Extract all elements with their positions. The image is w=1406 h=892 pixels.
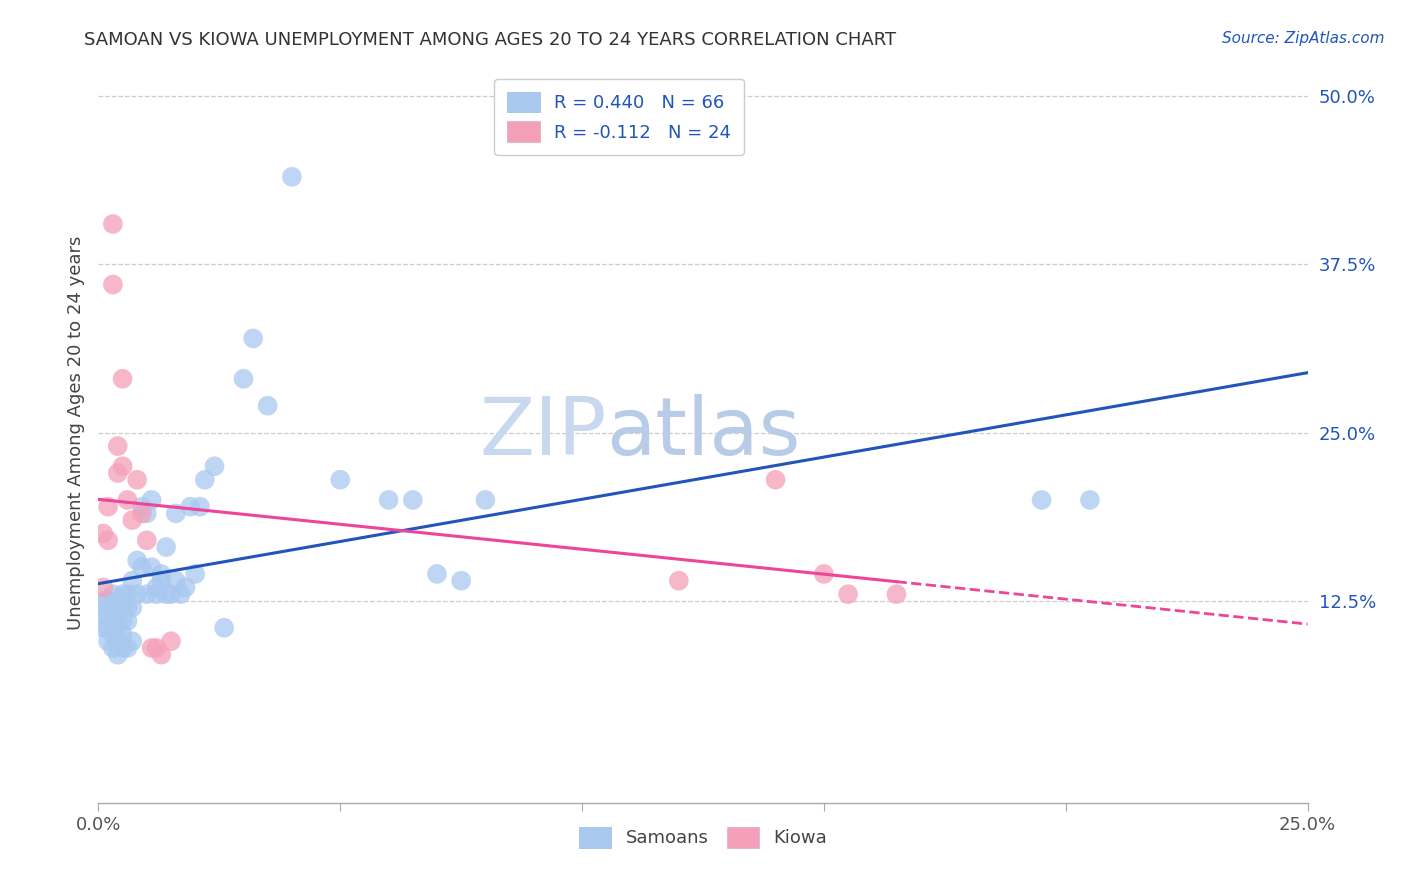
Point	[117, 640, 139, 655]
Point	[150, 648, 173, 662]
Point	[450, 574, 472, 588]
Point	[121, 574, 143, 588]
Point	[91, 581, 114, 595]
Point	[169, 587, 191, 601]
Point	[101, 600, 124, 615]
Point	[377, 492, 399, 507]
Point	[426, 566, 449, 581]
Point	[107, 634, 129, 648]
Point	[111, 587, 134, 601]
Text: ZIP: ZIP	[479, 393, 606, 472]
Point	[145, 581, 167, 595]
Point	[145, 640, 167, 655]
Text: SAMOAN VS KIOWA UNEMPLOYMENT AMONG AGES 20 TO 24 YEARS CORRELATION CHART: SAMOAN VS KIOWA UNEMPLOYMENT AMONG AGES …	[84, 31, 897, 49]
Point	[155, 587, 177, 601]
Point	[127, 473, 149, 487]
Point	[141, 492, 163, 507]
Point	[150, 574, 173, 588]
Point	[111, 614, 134, 628]
Text: atlas: atlas	[606, 393, 800, 472]
Point	[145, 587, 167, 601]
Point	[97, 621, 120, 635]
Point	[111, 459, 134, 474]
Point	[837, 587, 859, 601]
Point	[101, 277, 124, 292]
Point	[91, 526, 114, 541]
Text: Source: ZipAtlas.com: Source: ZipAtlas.com	[1222, 31, 1385, 46]
Point	[131, 500, 153, 514]
Point	[281, 169, 304, 184]
Point	[107, 594, 129, 608]
Point	[107, 466, 129, 480]
Point	[117, 587, 139, 601]
Point	[97, 533, 120, 548]
Point	[107, 607, 129, 622]
Point	[131, 507, 153, 521]
Point	[765, 473, 787, 487]
Point	[127, 587, 149, 601]
Point	[194, 473, 217, 487]
Point	[97, 634, 120, 648]
Point	[141, 640, 163, 655]
Point	[188, 500, 211, 514]
Point	[91, 621, 114, 635]
Point	[813, 566, 835, 581]
Point	[101, 640, 124, 655]
Point	[474, 492, 496, 507]
Point	[91, 607, 114, 622]
Point	[886, 587, 908, 601]
Point	[165, 507, 187, 521]
Point	[135, 533, 157, 548]
Point	[174, 581, 197, 595]
Point	[97, 607, 120, 622]
Legend: Samoans, Kiowa: Samoans, Kiowa	[567, 814, 839, 861]
Point	[111, 372, 134, 386]
Point	[160, 634, 183, 648]
Point	[1031, 492, 1053, 507]
Point	[131, 560, 153, 574]
Point	[135, 587, 157, 601]
Y-axis label: Unemployment Among Ages 20 to 24 years: Unemployment Among Ages 20 to 24 years	[66, 235, 84, 630]
Point	[101, 217, 124, 231]
Point	[212, 621, 235, 635]
Point	[121, 513, 143, 527]
Point	[668, 574, 690, 588]
Point	[121, 600, 143, 615]
Point	[256, 399, 278, 413]
Point	[141, 560, 163, 574]
Point	[184, 566, 207, 581]
Point	[117, 600, 139, 615]
Point	[117, 614, 139, 628]
Point	[111, 627, 134, 641]
Point	[121, 634, 143, 648]
Point	[117, 492, 139, 507]
Point	[107, 621, 129, 635]
Point	[111, 640, 134, 655]
Point	[111, 600, 134, 615]
Point	[97, 594, 120, 608]
Point	[329, 473, 352, 487]
Point	[101, 587, 124, 601]
Point	[107, 439, 129, 453]
Point	[242, 331, 264, 345]
Point	[204, 459, 226, 474]
Point	[165, 574, 187, 588]
Point	[232, 372, 254, 386]
Point	[402, 492, 425, 507]
Point	[101, 627, 124, 641]
Point	[101, 614, 124, 628]
Point	[97, 500, 120, 514]
Point	[135, 507, 157, 521]
Point	[179, 500, 201, 514]
Point	[127, 553, 149, 567]
Point	[155, 540, 177, 554]
Point	[91, 594, 114, 608]
Point	[1078, 492, 1101, 507]
Point	[107, 648, 129, 662]
Point	[150, 566, 173, 581]
Point	[160, 587, 183, 601]
